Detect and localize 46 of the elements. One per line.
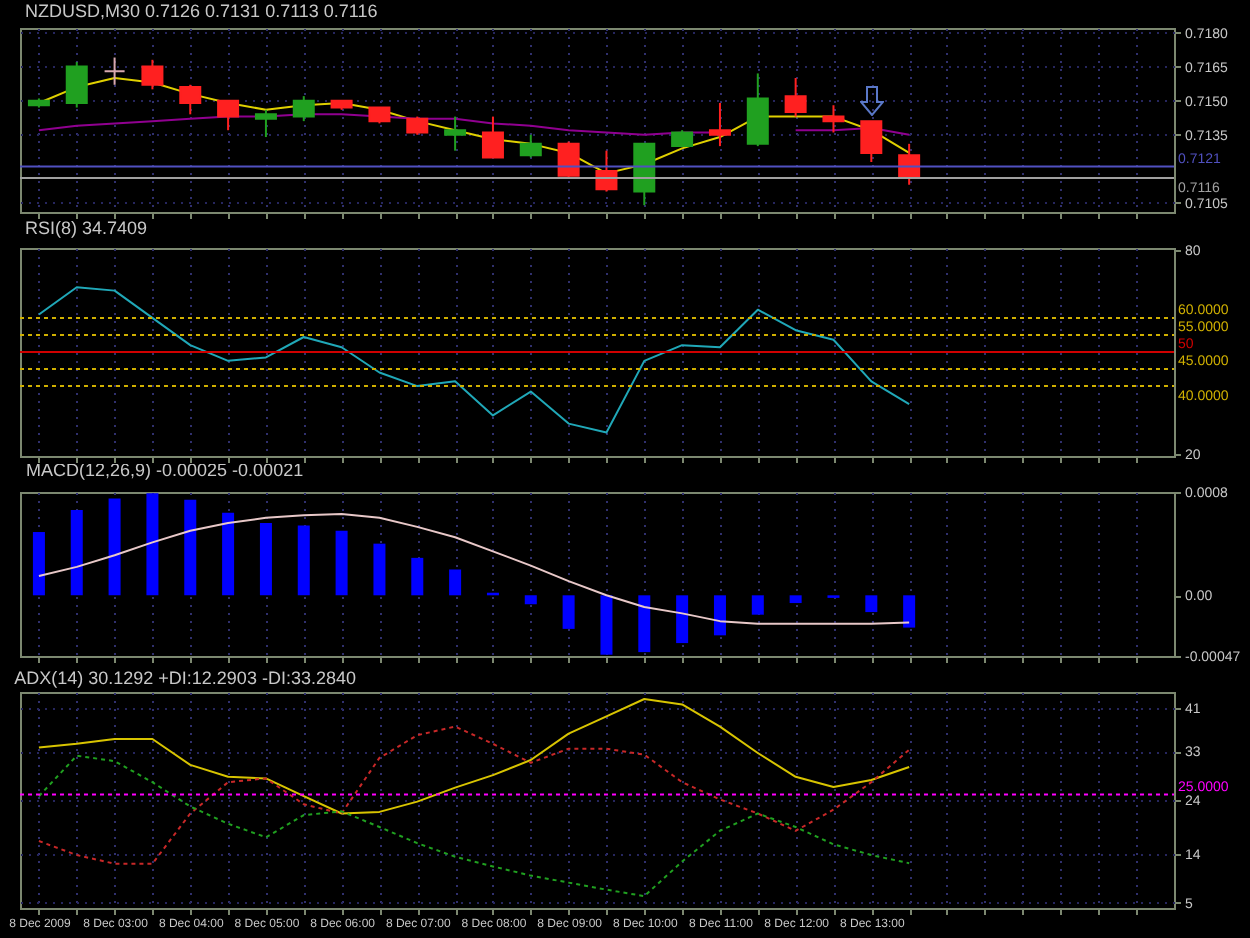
candlestick	[217, 99, 240, 132]
bar	[713, 595, 726, 636]
line-series	[37, 698, 911, 815]
bar	[789, 595, 802, 604]
candlestick	[519, 133, 542, 159]
bar	[638, 595, 651, 653]
candlestick	[406, 115, 429, 136]
bar	[449, 569, 462, 596]
line-series	[37, 754, 911, 898]
bar	[146, 493, 159, 596]
line-series	[37, 725, 911, 865]
bar	[70, 510, 83, 596]
candlestick	[65, 61, 88, 109]
bar	[259, 522, 272, 596]
bar	[32, 532, 45, 596]
bar	[411, 557, 424, 596]
bar	[335, 530, 348, 596]
bar	[222, 512, 235, 596]
line-series	[37, 286, 911, 434]
candlestick	[254, 108, 277, 139]
bar	[562, 595, 575, 629]
bar	[600, 595, 613, 655]
chart-title: ADX(14) 30.1292 +DI:12.2903 -DI:33.2840	[14, 668, 356, 688]
bar	[297, 525, 310, 596]
bar	[751, 595, 764, 615]
candlestick	[103, 56, 126, 86]
candlestick	[860, 120, 883, 164]
bar	[903, 595, 916, 628]
candlestick	[292, 95, 315, 123]
bar	[524, 595, 537, 605]
bar	[184, 499, 197, 596]
chart-title: NZDUSD,M30 0.7126 0.7131 0.7113 0.7116	[25, 0, 378, 21]
candlestick	[822, 104, 845, 134]
candlestick	[444, 115, 467, 152]
candlestick	[595, 149, 618, 193]
candlestick	[708, 101, 731, 148]
bar	[108, 498, 121, 596]
candlestick	[141, 58, 164, 91]
bar	[373, 543, 386, 596]
candlestick	[481, 115, 504, 159]
candlestick	[784, 76, 807, 118]
line-series	[37, 512, 911, 625]
candlestick	[179, 83, 202, 116]
bar	[865, 595, 878, 613]
bar	[676, 595, 689, 644]
chart-title: RSI(8) 34.7409	[25, 217, 148, 238]
